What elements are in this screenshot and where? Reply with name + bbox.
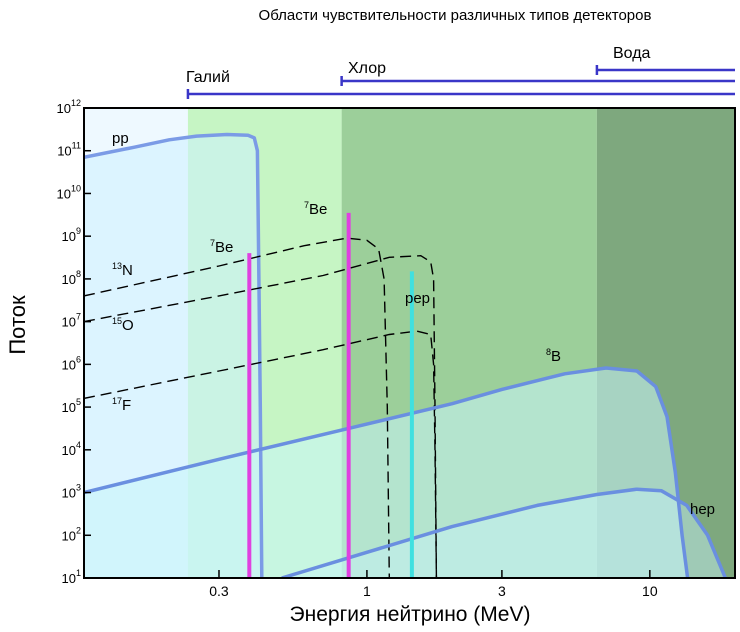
x-tick-label: 3 — [498, 583, 506, 599]
detector-threshold-bars: Галий Хлор Вода — [186, 45, 735, 99]
y-tick-label: 104 — [62, 440, 81, 458]
x-axis-ticks: 0.3 1 3 10 — [209, 570, 658, 599]
label-pp: pp — [112, 130, 129, 147]
label-pep: pep — [405, 290, 430, 307]
y-tick-label: 1010 — [57, 183, 81, 201]
fill-8B — [84, 368, 688, 578]
y-axis-ticks: 101 102 103 104 105 106 107 108 109 1010 1011 1012 — [57, 98, 91, 586]
y-tick-label: 101 — [62, 568, 81, 586]
y-tick-label: 107 — [62, 312, 81, 330]
label-8B: 8B — [546, 347, 561, 365]
series-line-pp — [84, 132, 264, 578]
series-line-hep — [281, 487, 728, 578]
series-line-8B — [84, 366, 690, 578]
x-tick-label: 10 — [642, 583, 658, 599]
label-13N: 13N — [112, 261, 133, 279]
monoenergetic-lines — [247, 212, 414, 578]
detector-label-Вода: Вода — [613, 45, 651, 62]
x-tick-label: 1 — [363, 583, 371, 599]
label-hep: hep — [690, 501, 715, 518]
label-15O: 15O — [112, 316, 134, 334]
series-line-13N — [84, 237, 390, 578]
y-tick-label: 108 — [62, 269, 81, 287]
series-line-17F — [84, 330, 438, 578]
plot-frame — [83, 107, 736, 579]
spectrum-fills — [84, 134, 726, 578]
x-tick-label: 0.3 — [209, 583, 229, 599]
y-tick-label: 106 — [62, 354, 81, 372]
detector-label-Хлор: Хлор — [348, 60, 386, 77]
spectrum-lines — [84, 132, 728, 578]
detector-label-Галий: Галий — [186, 69, 230, 86]
y-tick-label: 102 — [62, 525, 81, 543]
label-7Be-0.38: 7Be — [210, 238, 233, 256]
fill-hep — [281, 489, 726, 578]
series-labels: pp 13N 15O 17F 8B hep 7Be 7Be pep — [112, 130, 715, 518]
y-tick-label: 1012 — [57, 98, 81, 116]
label-7Be-0.86: 7Be — [304, 200, 327, 218]
series-line-15O — [84, 254, 438, 578]
y-tick-label: 103 — [62, 483, 81, 501]
chart-title: Области чувствительности различных типов… — [259, 7, 652, 24]
y-axis-label: Поток — [5, 295, 30, 355]
y-tick-label: 105 — [62, 397, 81, 415]
y-tick-label: 1011 — [57, 141, 81, 159]
label-17F: 17F — [112, 396, 131, 414]
y-tick-label: 109 — [62, 226, 81, 244]
x-axis-label: Энергия нейтрино (MeV) — [290, 603, 531, 626]
